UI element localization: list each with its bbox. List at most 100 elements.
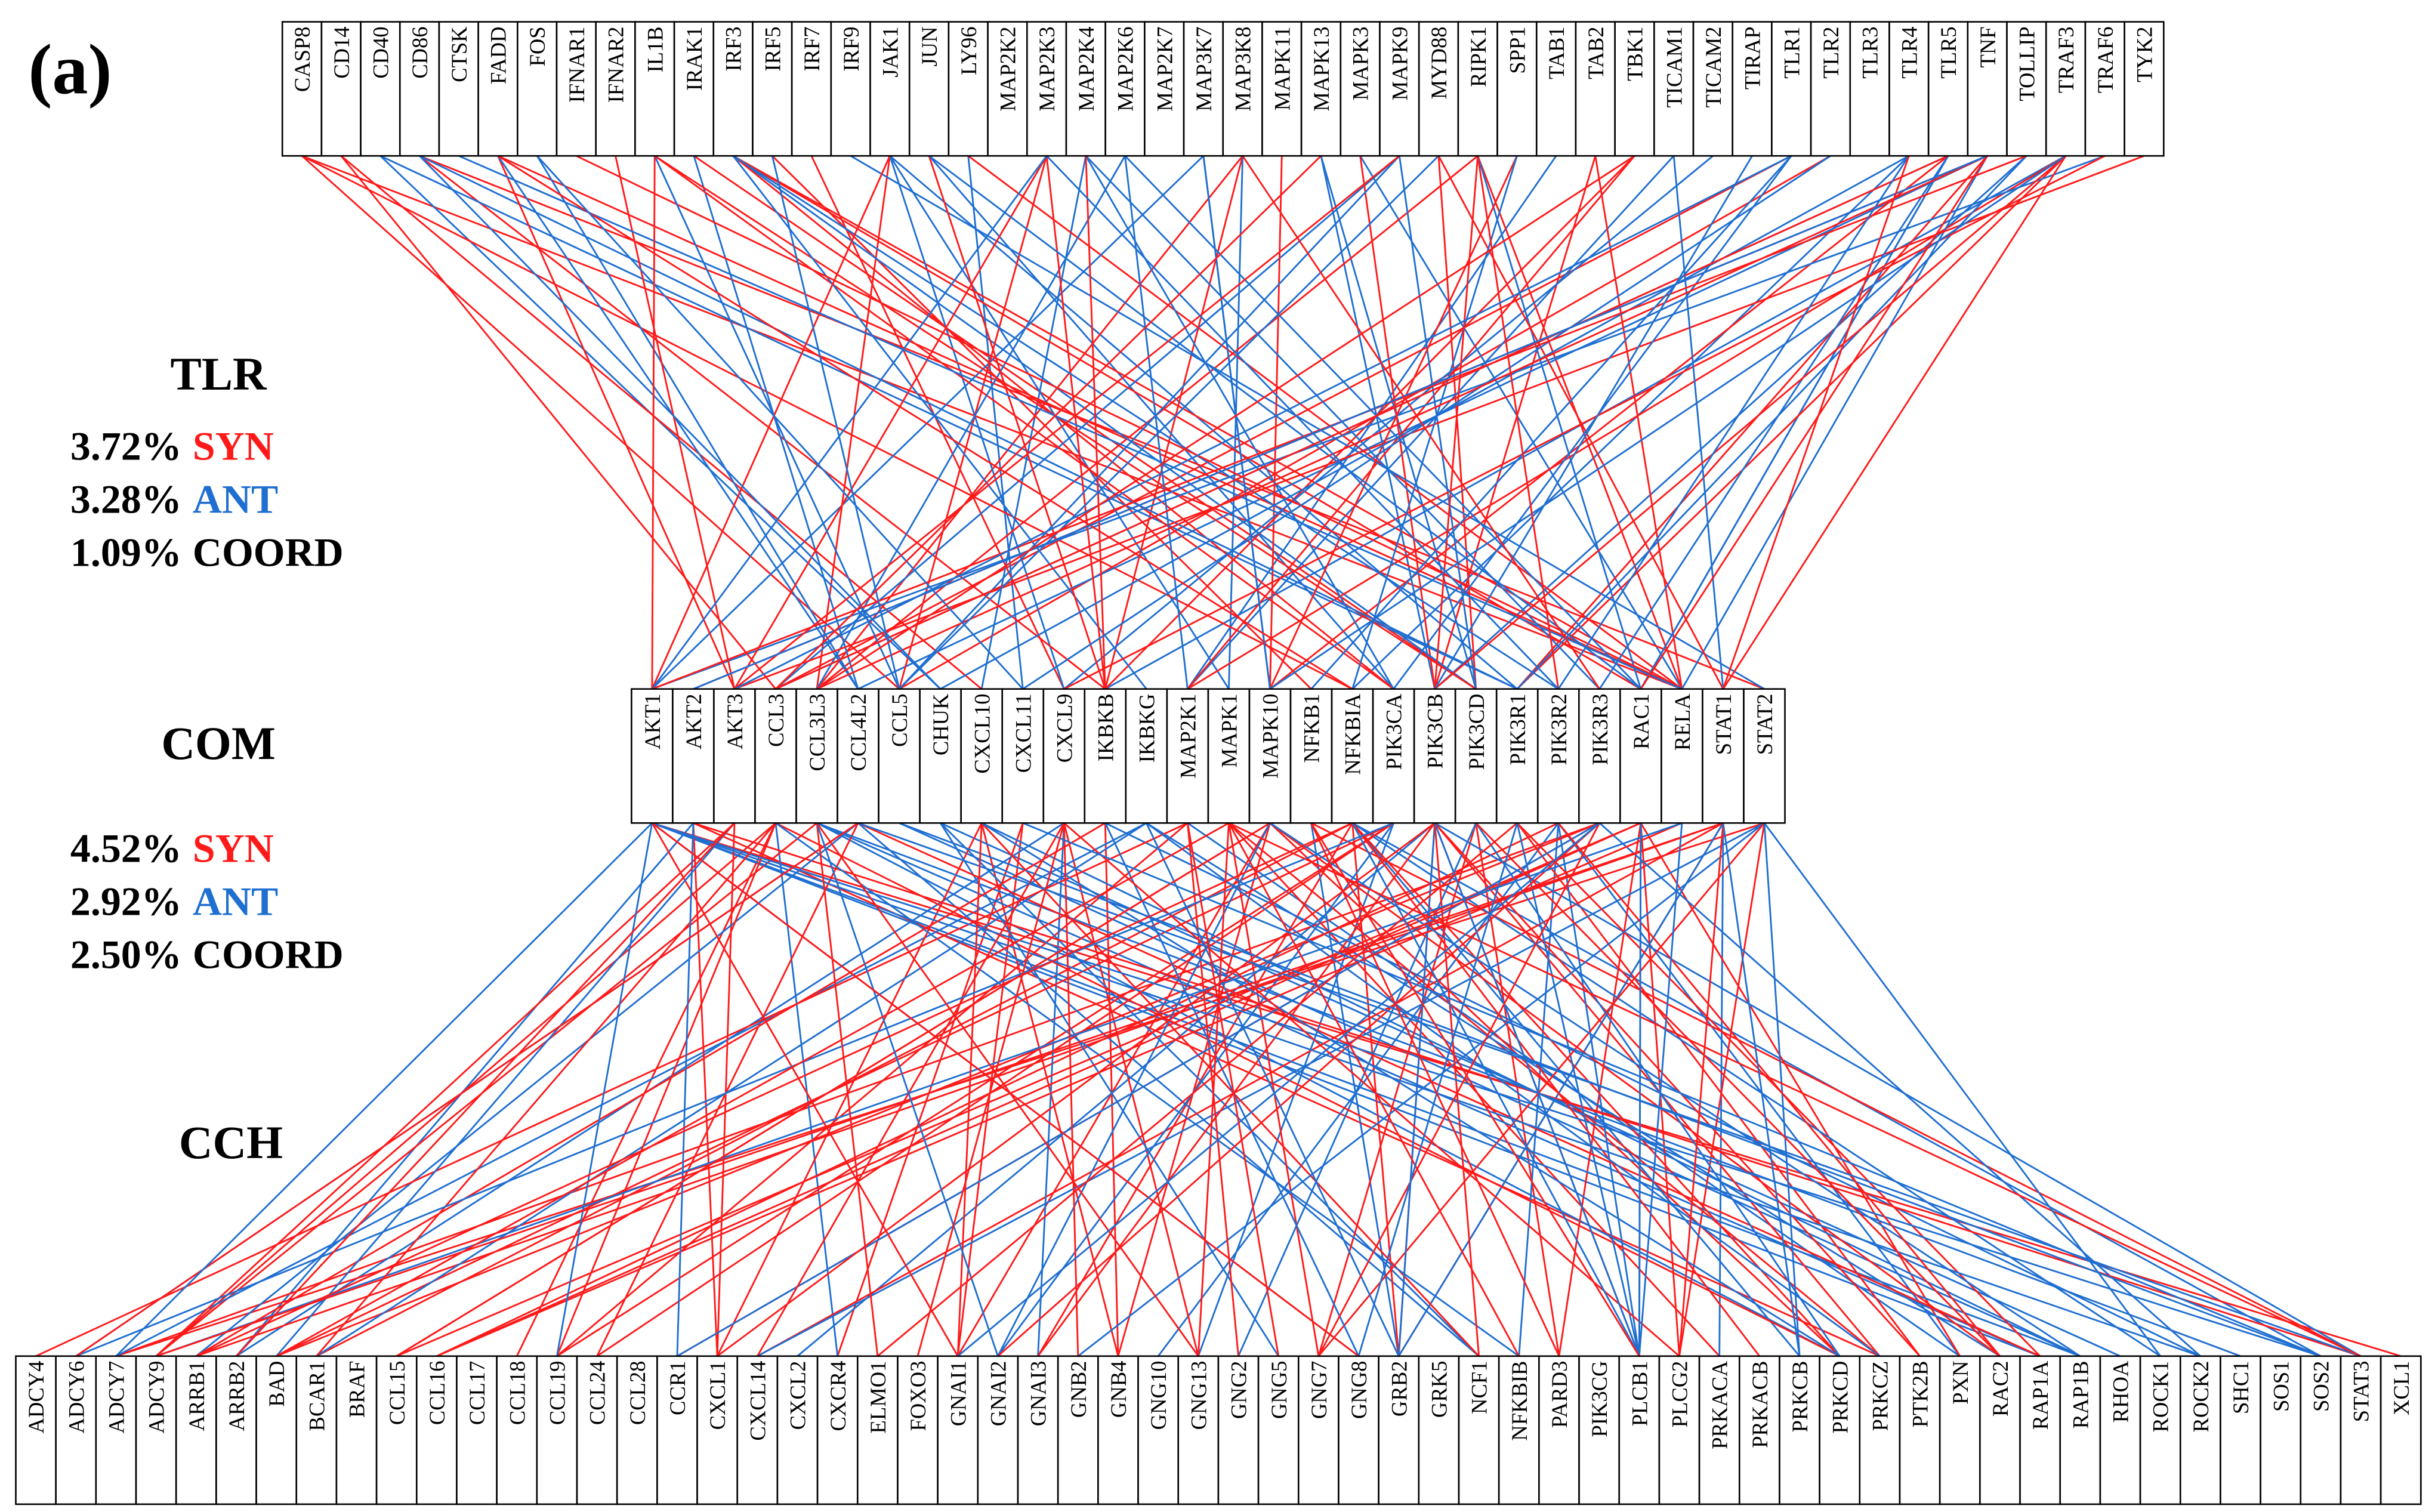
stat-kind: SYN [193, 826, 274, 871]
node-box [616, 1355, 658, 1505]
panel-label: (a) [28, 30, 112, 109]
edge [1237, 822, 1477, 1357]
edge [980, 155, 1087, 689]
node-box [1498, 1355, 1540, 1505]
node-box [2045, 21, 2087, 157]
node-label: TBK1 [1623, 26, 1647, 81]
edge [771, 155, 900, 690]
edge [1104, 822, 1360, 1357]
edge [1351, 822, 1801, 1357]
edge [997, 822, 1600, 1357]
node-label: CCL5 [887, 694, 912, 747]
stat-kind: ANT [193, 476, 278, 522]
edge [1434, 155, 1753, 690]
edge [419, 155, 1106, 690]
edge [195, 822, 859, 1357]
node-box [712, 21, 754, 157]
node-box [1257, 1355, 1300, 1505]
node-label: MAP2K2 [996, 26, 1020, 111]
node-box [673, 21, 715, 157]
node-label: PRKCZ [1868, 1361, 1892, 1431]
edge [775, 155, 1949, 690]
edge [654, 155, 1477, 690]
node-box [595, 21, 636, 157]
edge [75, 822, 1394, 1357]
edge [1434, 155, 1597, 690]
node-box [496, 1355, 538, 1505]
node-label: GNG5 [1267, 1361, 1291, 1419]
node-label: JAK1 [878, 26, 902, 77]
edge [1763, 823, 1801, 1356]
node-label: AKT3 [723, 694, 747, 749]
edge [1477, 155, 1642, 690]
edge [1124, 156, 1189, 689]
edge [1269, 822, 2001, 1357]
edge [1317, 822, 1766, 1357]
node-box [908, 21, 950, 157]
edge [301, 155, 900, 690]
node-label: CD40 [368, 26, 393, 78]
node-box [1899, 1355, 1941, 1505]
edge [732, 155, 1394, 690]
node-label: CCL28 [625, 1361, 650, 1425]
node-label: TICAM2 [1701, 26, 1726, 107]
node-box [1457, 21, 1498, 157]
node-box [1300, 21, 1342, 157]
edge [816, 822, 999, 1357]
edge [316, 822, 777, 1357]
node-box [295, 1355, 338, 1505]
edge [1598, 155, 1949, 690]
edge [1434, 822, 1640, 1357]
node-label: RELA [1670, 693, 1695, 751]
edge [816, 822, 1840, 1357]
node-box [1692, 21, 1734, 157]
edge [651, 156, 656, 689]
edge [857, 822, 1480, 1357]
stat-value: 3.28% [70, 476, 182, 522]
edge [717, 822, 1436, 1357]
node-label: BCAR1 [304, 1361, 329, 1431]
stat-kind: COORD [193, 529, 344, 575]
node-box [1379, 21, 1420, 157]
edge [1187, 155, 1675, 690]
node-label: GNAI3 [1026, 1361, 1051, 1427]
edge [1146, 822, 1400, 1357]
edge [980, 822, 1119, 1357]
node-label: GNB2 [1066, 1361, 1091, 1418]
node-label: NFKBIB [1507, 1361, 1532, 1441]
node-label: PLCB1 [1627, 1361, 1652, 1427]
edge [1022, 155, 1831, 690]
edge [1640, 155, 1988, 690]
node-label: ROCK2 [2189, 1361, 2213, 1433]
node-label: STAT3 [2349, 1361, 2374, 1422]
node-box [1289, 688, 1333, 824]
edge [1085, 156, 1106, 689]
node-label: GNAI2 [986, 1361, 1010, 1427]
edge [1317, 822, 1601, 1357]
node-box [517, 21, 558, 157]
node-label: PARD3 [1547, 1361, 1572, 1428]
node-label: IKBKG [1134, 694, 1159, 763]
node-label: GNG2 [1227, 1361, 1251, 1419]
node-label: NFKBIA [1341, 693, 1365, 775]
edge [1475, 822, 2001, 1357]
edge [1063, 822, 1199, 1357]
node-box [1378, 1355, 1420, 1505]
node-box [752, 21, 793, 157]
node-label: PIK3R1 [1505, 694, 1530, 766]
node-label: ADCY9 [144, 1361, 169, 1434]
edge [1558, 823, 1642, 1356]
edge [1598, 822, 2201, 1357]
edge [556, 822, 777, 1357]
edge [716, 823, 736, 1356]
edge [1269, 822, 2081, 1357]
edge [940, 822, 1480, 1357]
edge [556, 822, 1394, 1357]
node-label: CCL18 [505, 1361, 529, 1425]
edge [732, 155, 1559, 690]
node-label: IRF3 [721, 26, 746, 71]
edge [1202, 156, 1271, 689]
edge [1434, 822, 2362, 1357]
node-box [937, 1355, 979, 1505]
